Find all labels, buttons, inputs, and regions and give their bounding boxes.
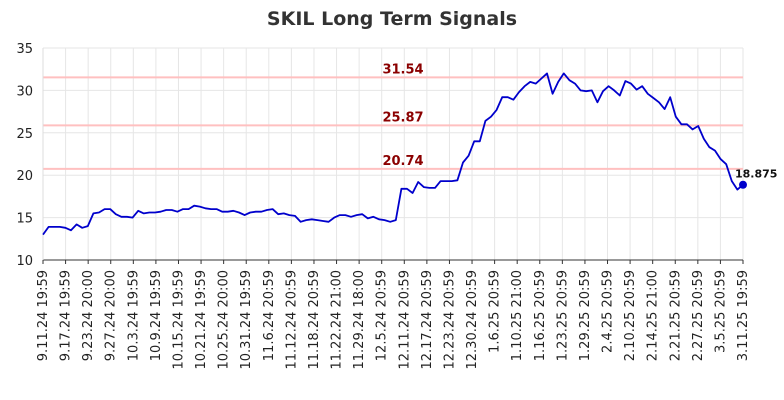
x-tick-label: 10.15.24 19:59 [171,270,186,370]
last-value-label: 18.875 [735,168,777,181]
y-tick-label: 30 [16,84,33,99]
x-tick-label: 10.31.24 19:59 [239,270,254,370]
x-tick-label: 2.14.25 21:00 [646,270,661,361]
last-point-marker [739,180,747,189]
x-tick-label: 12.17.24 20:59 [420,270,435,370]
chart-title: SKIL Long Term Signals [267,8,517,30]
signal-level-label: 25.87 [382,110,423,125]
x-tick-label: 10.21.24 19:59 [194,270,209,370]
y-tick-label: 15 [16,212,33,227]
x-tick-label: 10.3.24 19:59 [126,270,141,361]
x-tick-label: 1.6.25 20:59 [488,270,503,353]
x-tick-label: 9.27.24 20:00 [104,270,119,361]
x-tick-label: 11.22.24 21:00 [330,270,345,370]
y-tick-label: 20 [16,169,33,184]
price-line [42,72,744,236]
y-tick-label: 35 [16,42,33,57]
x-tick-label: 11.12.24 20:59 [284,270,299,370]
x-tick-label: 10.9.24 19:59 [149,270,164,361]
x-tick-label: 1.23.25 20:59 [555,270,570,361]
tick-labels: 10 15 20 25 30 35 9.11.24 19:59 9.17.24 19:59 9.… [16,42,751,370]
x-tick-label: 11.29.24 18:00 [352,270,367,370]
x-tick-label: 1.29.25 20:59 [578,270,593,361]
x-tick-label: 3.11.25 19:59 [736,270,751,361]
x-tick-label: 9.23.24 20:00 [81,270,96,361]
x-tick-label: 12.30.24 20:59 [465,270,480,370]
signal-level-label: 20.74 [382,154,423,169]
x-tick-label: 11.18.24 20:59 [307,270,322,370]
grid [42,47,744,261]
x-tick-label: 3.5.25 20:59 [713,270,728,353]
x-tick-label: 1.10.25 21:00 [510,270,525,361]
x-tick-label: 12.5.24 20:59 [375,270,390,361]
axes [42,48,744,264]
x-tick-label: 2.10.25 20:59 [623,270,638,361]
x-tick-label: 2.27.25 20:59 [691,270,706,361]
x-tick-label: 1.16.25 20:59 [533,270,548,361]
x-tick-label: 11.6.24 20:59 [262,270,277,361]
x-tick-label: 12.11.24 20:59 [397,270,412,370]
y-tick-label: 10 [16,254,33,269]
y-tick-label: 25 [16,127,33,142]
x-tick-label: 10.25.24 20:00 [217,270,232,370]
signal-levels: 31.54 25.87 20.74 [43,62,743,170]
x-tick-label: 9.17.24 19:59 [59,270,74,361]
x-tick-label: 9.11.24 19:59 [36,270,51,361]
price-series: 18.875 [42,72,777,236]
x-tick-label: 2.4.25 20:59 [601,270,616,353]
x-tick-label: 2.21.25 20:59 [668,270,683,361]
signal-level-label: 31.54 [382,62,423,77]
x-tick-label: 12.23.24 20:59 [442,270,457,370]
